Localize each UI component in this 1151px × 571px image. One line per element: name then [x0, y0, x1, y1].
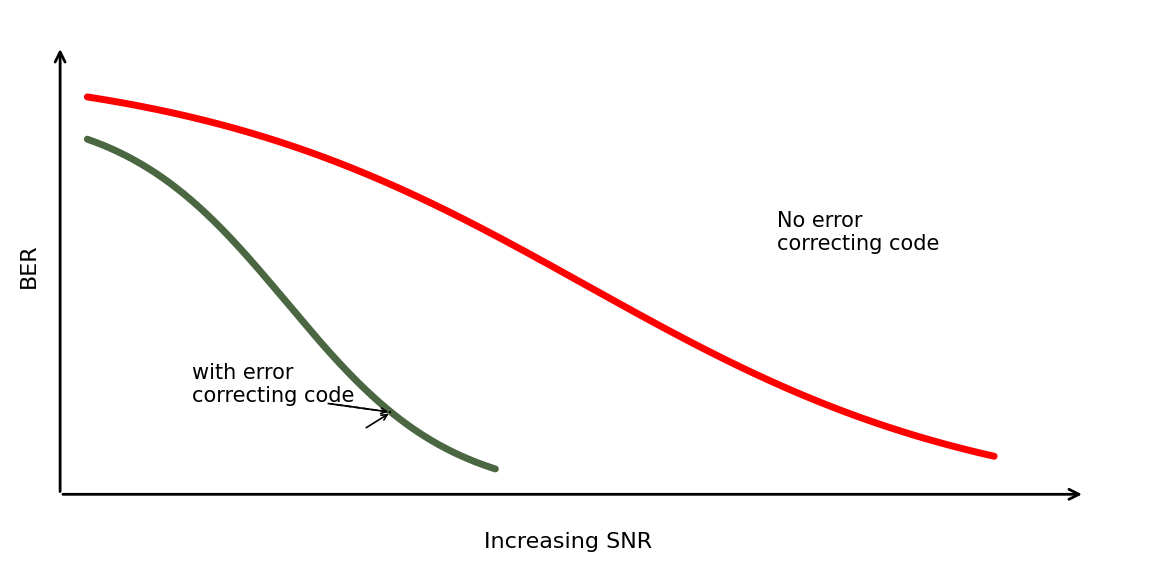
Text: No error
correcting code: No error correcting code [777, 211, 939, 254]
Text: Increasing SNR: Increasing SNR [483, 532, 651, 552]
Text: BER: BER [18, 244, 38, 288]
Text: with error
correcting code: with error correcting code [191, 363, 355, 406]
